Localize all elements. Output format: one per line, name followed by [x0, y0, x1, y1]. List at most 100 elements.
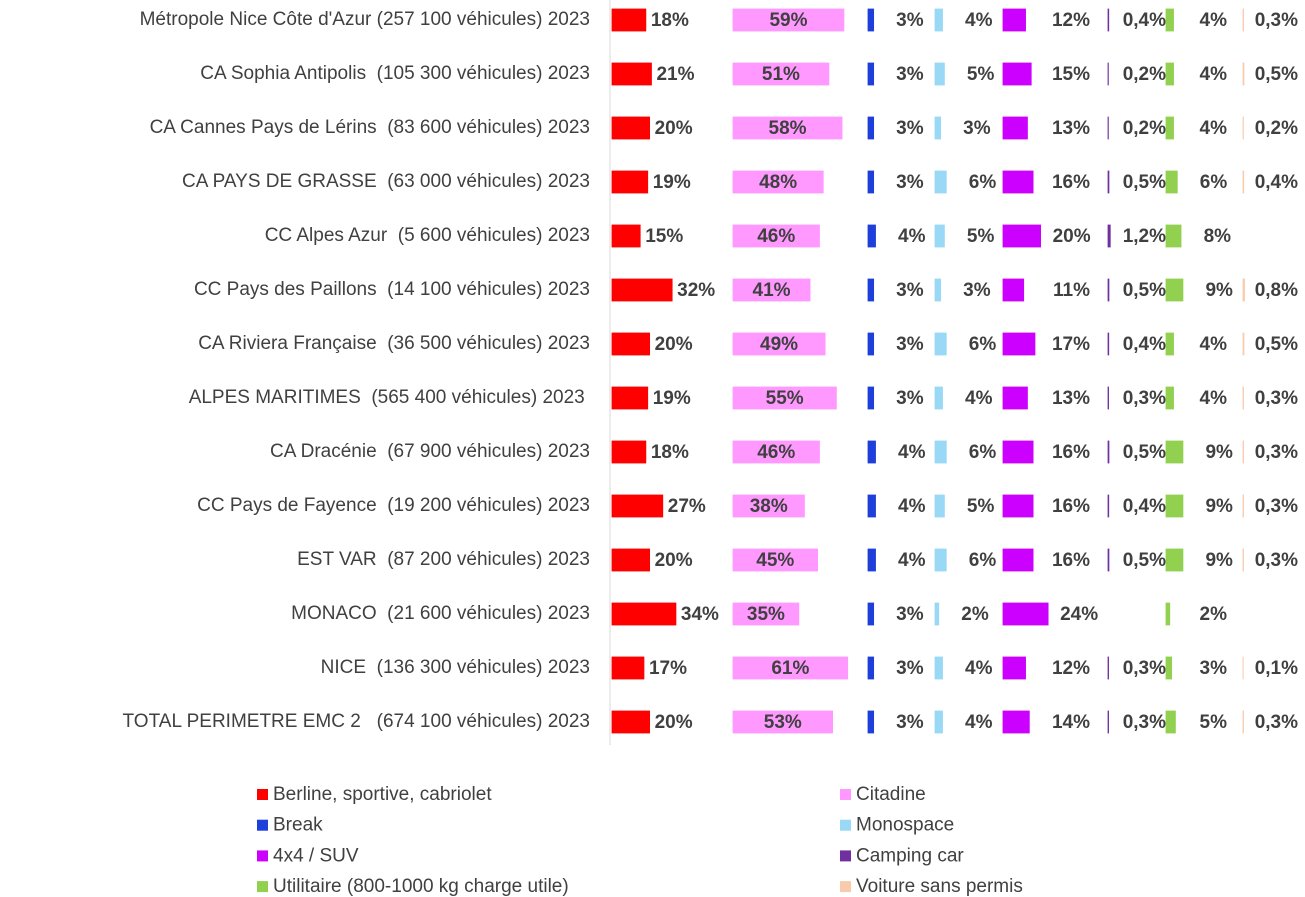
data-label: 4%	[898, 496, 926, 517]
bar	[867, 8, 875, 32]
data-label: 0,4%	[1123, 496, 1166, 517]
data-label: 4%	[965, 388, 993, 409]
bar	[1002, 656, 1026, 680]
category-label: CA Cannes Pays de Lérins (83 600 véhicul…	[150, 117, 590, 138]
data-label: 0,4%	[1255, 172, 1298, 193]
bar	[934, 62, 945, 86]
data-label: 0,4%	[1123, 10, 1166, 31]
data-label: 0,3%	[1123, 388, 1166, 409]
data-label: 3%	[896, 388, 924, 409]
bar	[1242, 548, 1244, 572]
bar	[1107, 386, 1109, 410]
category-label: Métropole Nice Côte d'Azur (257 100 véhi…	[140, 9, 590, 30]
legend-label: Break	[273, 815, 323, 836]
data-label: 0,5%	[1255, 64, 1298, 85]
data-label: 0,5%	[1123, 280, 1166, 301]
data-label: 9%	[1205, 442, 1233, 463]
bar	[867, 332, 875, 356]
data-label: 4%	[965, 712, 993, 733]
data-label: 4%	[898, 550, 926, 571]
bar	[934, 278, 942, 302]
category-label: CC Alpes Azur (5 600 véhicules) 2023	[265, 225, 590, 246]
data-label: 9%	[1205, 496, 1233, 517]
bar	[611, 170, 649, 194]
data-label: 6%	[969, 334, 997, 355]
data-label: 20%	[655, 118, 693, 139]
legend-label: 4x4 / SUV	[273, 845, 359, 866]
bar	[934, 440, 947, 464]
data-label: 0,1%	[1255, 658, 1298, 679]
data-label: 6%	[1200, 172, 1228, 193]
data-label: 5%	[967, 64, 995, 85]
data-label: 0,3%	[1255, 442, 1298, 463]
legend-swatch	[257, 819, 268, 831]
bar	[732, 386, 837, 410]
legend-swatch	[840, 819, 851, 831]
bar	[1002, 548, 1034, 572]
data-label: 2%	[1200, 604, 1228, 625]
bar	[1002, 386, 1028, 410]
category-label: MONACO (21 600 véhicules) 2023	[291, 603, 590, 624]
data-label: 21%	[656, 64, 694, 85]
bar	[1002, 8, 1026, 32]
legend-swatch	[257, 789, 268, 800]
data-label: 12%	[1052, 10, 1090, 31]
data-label: 4%	[1200, 334, 1228, 355]
bar	[732, 278, 811, 302]
bar	[1165, 440, 1184, 464]
data-label: 55%	[766, 388, 804, 409]
bar	[867, 602, 875, 626]
bar	[934, 224, 945, 248]
data-label: 58%	[769, 118, 807, 139]
data-label: 4%	[965, 658, 993, 679]
bar	[934, 116, 942, 140]
data-label: 3%	[896, 10, 924, 31]
legend-label: Citadine	[856, 784, 926, 805]
bar	[867, 62, 875, 86]
data-label: 61%	[771, 658, 809, 679]
bar	[1242, 62, 1245, 86]
data-label: 4%	[898, 442, 926, 463]
bar	[1107, 332, 1110, 356]
bar	[611, 386, 649, 410]
bar	[1107, 656, 1109, 680]
data-label: 18%	[651, 10, 689, 31]
data-label: 38%	[750, 496, 788, 517]
bar	[1002, 602, 1049, 626]
bar	[1002, 170, 1034, 194]
data-label: 5%	[967, 496, 995, 517]
bar	[1242, 494, 1244, 518]
bar	[732, 62, 830, 86]
bar	[1002, 62, 1032, 86]
data-label: 6%	[969, 442, 997, 463]
bar	[1165, 494, 1184, 518]
bar	[1002, 710, 1030, 734]
bar	[934, 332, 947, 356]
bar	[934, 710, 943, 734]
data-label: 3%	[1200, 658, 1228, 679]
bar	[1165, 386, 1174, 410]
bar	[867, 224, 876, 248]
data-label: 59%	[769, 10, 807, 31]
bar	[611, 62, 652, 86]
category-label: ALPES MARITIMES (565 400 véhicules) 2023	[189, 387, 590, 408]
data-label: 4%	[898, 226, 926, 247]
bar	[1107, 278, 1110, 302]
data-label: 16%	[1052, 442, 1090, 463]
bar	[1002, 224, 1041, 248]
category-label: CC Pays des Paillons (14 100 véhicules) …	[194, 279, 590, 300]
data-label: 0,2%	[1123, 64, 1166, 85]
data-label: 0,8%	[1255, 280, 1298, 301]
data-label: 51%	[762, 64, 800, 85]
data-label: 20%	[655, 550, 693, 571]
data-label: 0,5%	[1123, 550, 1166, 571]
bar	[934, 602, 940, 626]
bar	[1165, 278, 1184, 302]
legend-swatch	[840, 789, 851, 800]
bar	[867, 494, 876, 518]
data-label: 1,2%	[1123, 226, 1166, 247]
category-label: CA Dracénie (67 900 véhicules) 2023	[270, 441, 590, 462]
bar	[1107, 710, 1109, 734]
category-label: NICE (136 300 véhicules) 2023	[321, 657, 590, 678]
bar	[934, 386, 943, 410]
